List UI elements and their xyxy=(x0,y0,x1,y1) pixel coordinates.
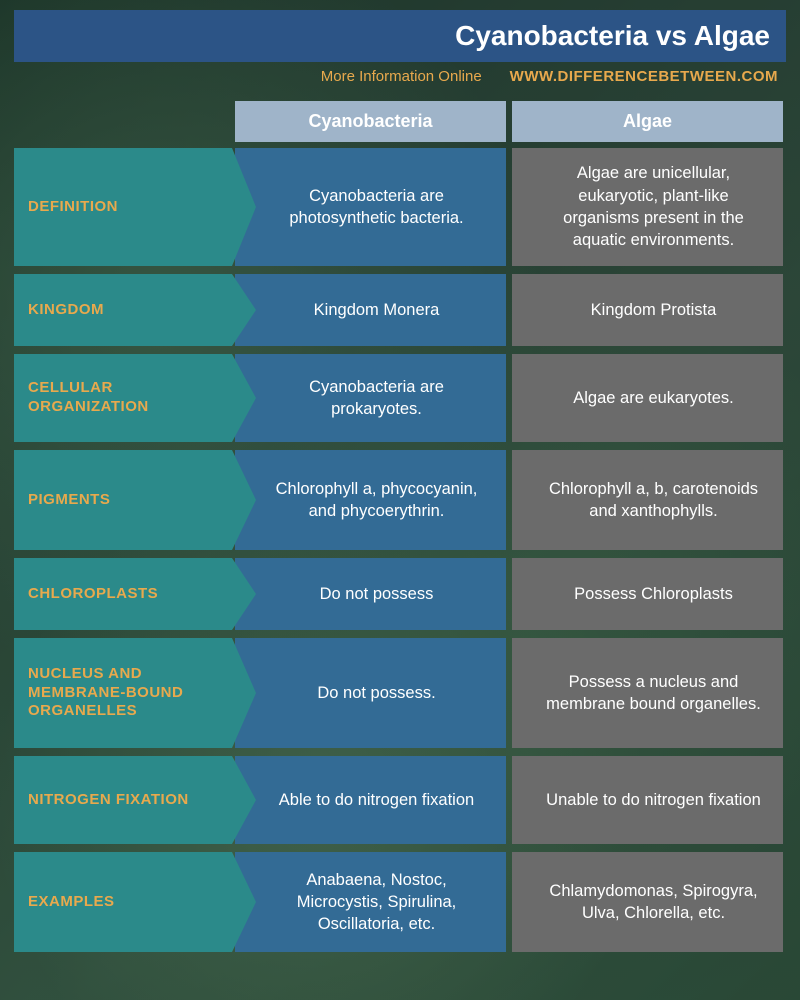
cell-cyanobacteria: Chlorophyll a, phycocyanin, and phycoery… xyxy=(235,450,506,550)
table-header-row: Cyanobacteria Algae xyxy=(14,101,786,142)
table-row: EXAMPLESAnabaena, Nostoc, Microcystis, S… xyxy=(14,852,786,952)
cell-cyanobacteria: Kingdom Monera xyxy=(235,274,506,346)
row-label: NITROGEN FIXATION xyxy=(14,756,232,844)
row-label: PIGMENTS xyxy=(14,450,232,550)
cell-algae: Algae are eukaryotes. xyxy=(512,354,783,442)
table-row: NUCLEUS AND MEMBRANE-BOUND ORGANELLESDo … xyxy=(14,638,786,748)
subtitle-site-url[interactable]: WWW.DIFFERENCEBETWEEN.COM xyxy=(510,68,778,85)
row-label: KINGDOM xyxy=(14,274,232,346)
table-row: CELLULAR ORGANIZATIONCyanobacteria are p… xyxy=(14,354,786,442)
header-spacer xyxy=(14,101,232,142)
cell-algae: Algae are unicellular, eukaryotic, plant… xyxy=(512,148,783,266)
table-row: CHLOROPLASTSDo not possessPossess Chloro… xyxy=(14,558,786,630)
cell-cyanobacteria: Do not possess xyxy=(235,558,506,630)
column-header-algae: Algae xyxy=(512,101,783,142)
cell-algae: Kingdom Protista xyxy=(512,274,783,346)
comparison-table: Cyanobacteria Algae DEFINITIONCyanobacte… xyxy=(14,101,786,952)
subtitle-more-info: More Information Online xyxy=(321,68,482,85)
table-row: NITROGEN FIXATIONAble to do nitrogen fix… xyxy=(14,756,786,844)
cell-cyanobacteria: Cyanobacteria are prokaryotes. xyxy=(235,354,506,442)
cell-algae: Possess Chloroplasts xyxy=(512,558,783,630)
table-body: DEFINITIONCyanobacteria are photosynthet… xyxy=(14,148,786,952)
row-label: CHLOROPLASTS xyxy=(14,558,232,630)
page-title: Cyanobacteria vs Algae xyxy=(14,10,786,62)
header: Cyanobacteria vs Algae More Information … xyxy=(14,10,786,95)
cell-cyanobacteria: Cyanobacteria are photosynthetic bacteri… xyxy=(235,148,506,266)
cell-algae: Chlorophyll a, b, carotenoids and xantho… xyxy=(512,450,783,550)
row-label: CELLULAR ORGANIZATION xyxy=(14,354,232,442)
infographic-container: Cyanobacteria vs Algae More Information … xyxy=(0,0,800,1000)
table-row: KINGDOMKingdom MoneraKingdom Protista xyxy=(14,274,786,346)
cell-algae: Unable to do nitrogen fixation xyxy=(512,756,783,844)
cell-cyanobacteria: Anabaena, Nostoc, Microcystis, Spirulina… xyxy=(235,852,506,952)
row-label: EXAMPLES xyxy=(14,852,232,952)
cell-algae: Possess a nucleus and membrane bound org… xyxy=(512,638,783,748)
row-label: DEFINITION xyxy=(14,148,232,266)
table-row: PIGMENTSChlorophyll a, phycocyanin, and … xyxy=(14,450,786,550)
subtitle-row: More Information Online WWW.DIFFERENCEBE… xyxy=(14,62,786,95)
column-header-cyanobacteria: Cyanobacteria xyxy=(235,101,506,142)
table-row: DEFINITIONCyanobacteria are photosynthet… xyxy=(14,148,786,266)
cell-cyanobacteria: Able to do nitrogen fixation xyxy=(235,756,506,844)
cell-algae: Chlamydomonas, Spirogyra, Ulva, Chlorell… xyxy=(512,852,783,952)
row-label: NUCLEUS AND MEMBRANE-BOUND ORGANELLES xyxy=(14,638,232,748)
cell-cyanobacteria: Do not possess. xyxy=(235,638,506,748)
